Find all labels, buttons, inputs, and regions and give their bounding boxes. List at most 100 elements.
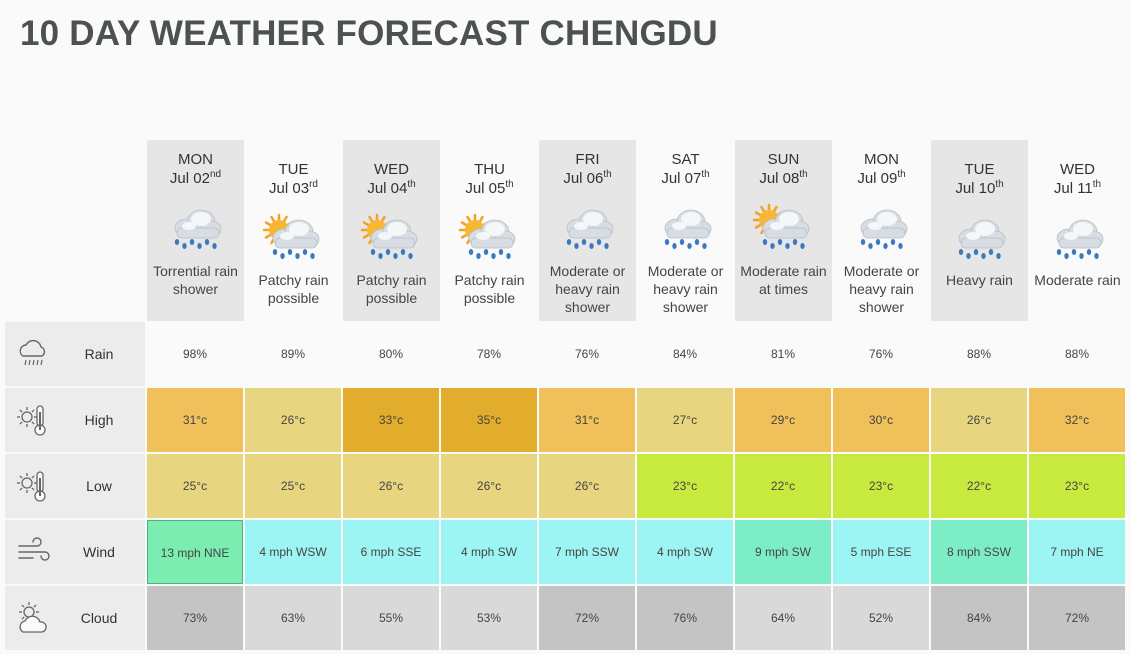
row-label-text: High xyxy=(84,412,114,428)
rain-cloud-icon xyxy=(849,198,913,256)
day-name: MON xyxy=(864,151,899,168)
sun-rain-cloud-icon xyxy=(457,208,521,266)
cloud-cell: 55% xyxy=(343,586,439,650)
day-date-text: Jul 09 xyxy=(857,170,898,187)
row-label-cloud: Cloud xyxy=(5,586,145,650)
day-column: WED Jul 04th Patchy rain possible xyxy=(343,140,440,321)
wind-cell: 7 mph NE xyxy=(1029,520,1125,584)
rain-cloud-icon xyxy=(653,198,717,256)
day-date: Jul 11th xyxy=(1029,179,1126,198)
high-cell: 26°c xyxy=(931,388,1027,452)
wind-cell: 5 mph ESE xyxy=(833,520,929,584)
day-name: WED xyxy=(1060,161,1095,178)
condition-text: Patchy rain possible xyxy=(356,272,427,306)
day-date-suffix: rd xyxy=(309,179,318,190)
day-date-text: Jul 03 xyxy=(269,180,310,197)
condition-text: Moderate rain at times xyxy=(740,263,827,297)
high-cell: 35°c xyxy=(441,388,537,452)
day-date-suffix: th xyxy=(407,179,416,190)
day-column: THU Jul 05th Patchy rain possible xyxy=(441,140,538,321)
day-date: Jul 03rd xyxy=(245,179,342,198)
thermometer-sun-icon xyxy=(15,402,51,438)
low-cell: 26°c xyxy=(539,454,635,518)
day-date: Jul 08th xyxy=(735,169,832,188)
row-label-text: Low xyxy=(86,478,112,494)
rain-cell: 76% xyxy=(868,347,894,361)
day-column: MON Jul 09th Moderate or heavy rain shower xyxy=(833,140,930,321)
day-name: TUE xyxy=(964,161,995,178)
day-date-suffix: nd xyxy=(209,169,222,180)
low-cell: 22°c xyxy=(735,454,831,518)
day-date: Jul 10th xyxy=(931,179,1028,198)
day-header: MON Jul 09th xyxy=(833,150,930,188)
row-label-wind: Wind xyxy=(5,520,145,584)
low-cell: 23°c xyxy=(637,454,733,518)
day-header: MON Jul 02nd xyxy=(147,150,244,188)
day-date-suffix: th xyxy=(799,169,808,180)
day-date-text: Jul 08 xyxy=(759,170,800,187)
row-label-text: Rain xyxy=(84,346,114,362)
day-header: SAT Jul 07th xyxy=(637,150,734,188)
high-cell: 31°c xyxy=(147,388,243,452)
wind-cell: 4 mph SW xyxy=(441,520,537,584)
wind-cell: 7 mph SSW xyxy=(539,520,635,584)
day-name: THU xyxy=(474,161,505,178)
day-date: Jul 04th xyxy=(343,179,440,198)
cloud-cell: 53% xyxy=(441,586,537,650)
low-cell: 23°c xyxy=(1029,454,1125,518)
wind-cell: 9 mph SW xyxy=(735,520,831,584)
day-date-suffix: th xyxy=(701,169,710,180)
rain-cloud-icon xyxy=(555,198,619,256)
day-column: FRI Jul 06th Moderate or heavy rain shower xyxy=(539,140,636,321)
day-date-suffix: th xyxy=(995,179,1004,190)
sun-rain-cloud-icon xyxy=(751,198,815,256)
day-date-text: Jul 10 xyxy=(955,180,996,197)
sun-rain-cloud-icon xyxy=(359,208,423,266)
day-column: SAT Jul 07th Moderate or heavy rain shower xyxy=(637,140,734,321)
sun-cloud-icon xyxy=(15,600,51,636)
day-date-text: Jul 07 xyxy=(661,170,702,187)
rain-cloud-icon xyxy=(1045,208,1109,266)
day-date-text: Jul 02 xyxy=(169,170,210,187)
day-header: THU Jul 05th xyxy=(441,160,538,198)
day-date-suffix: th xyxy=(897,169,906,180)
wind-cell: 4 mph WSW xyxy=(245,520,341,584)
day-date-text: Jul 04 xyxy=(367,180,408,197)
page-title: 10 DAY WEATHER FORECAST CHENGDU xyxy=(20,14,718,53)
day-date-suffix: th xyxy=(1092,179,1102,190)
day-header: TUE Jul 03rd xyxy=(245,160,342,198)
rain-cell: 98% xyxy=(182,347,208,361)
high-cell: 26°c xyxy=(245,388,341,452)
day-name: MON xyxy=(178,151,213,168)
wind-cell: 13 mph NNE xyxy=(147,520,243,584)
high-cell: 29°c xyxy=(735,388,831,452)
day-date-text: Jul 11 xyxy=(1053,180,1093,197)
day-column: MON Jul 02nd Torrential rain shower xyxy=(147,140,244,321)
low-cell: 25°c xyxy=(245,454,341,518)
day-date-text: Jul 05 xyxy=(465,180,506,197)
row-label-high: High xyxy=(5,388,145,452)
low-cell: 26°c xyxy=(441,454,537,518)
wind-icon xyxy=(15,534,51,570)
condition-text: Patchy rain possible xyxy=(454,272,525,306)
cloud-cell: 73% xyxy=(147,586,243,650)
condition-text: Moderate or heavy rain shower xyxy=(843,263,920,315)
day-name: SUN xyxy=(767,151,800,168)
day-date: Jul 09th xyxy=(833,169,930,188)
day-header: TUE Jul 10th xyxy=(931,160,1028,198)
condition-text: Torrential rain shower xyxy=(153,263,238,297)
rain-cell: 89% xyxy=(280,347,306,361)
day-name: WED xyxy=(374,161,409,178)
thermometer-sun-icon xyxy=(15,468,51,504)
condition-text: Moderate or heavy rain shower xyxy=(549,263,626,315)
condition-text: Moderate rain xyxy=(1034,272,1121,288)
condition-text: Patchy rain possible xyxy=(258,272,329,306)
day-date: Jul 06th xyxy=(539,169,636,188)
day-date: Jul 02nd xyxy=(147,169,244,188)
wind-cell: 6 mph SSE xyxy=(343,520,439,584)
day-header: FRI Jul 06th xyxy=(539,150,636,188)
rain-cell: 80% xyxy=(378,347,404,361)
condition-text: Heavy rain xyxy=(946,272,1013,288)
row-label-text: Cloud xyxy=(80,610,118,626)
low-cell: 25°c xyxy=(147,454,243,518)
